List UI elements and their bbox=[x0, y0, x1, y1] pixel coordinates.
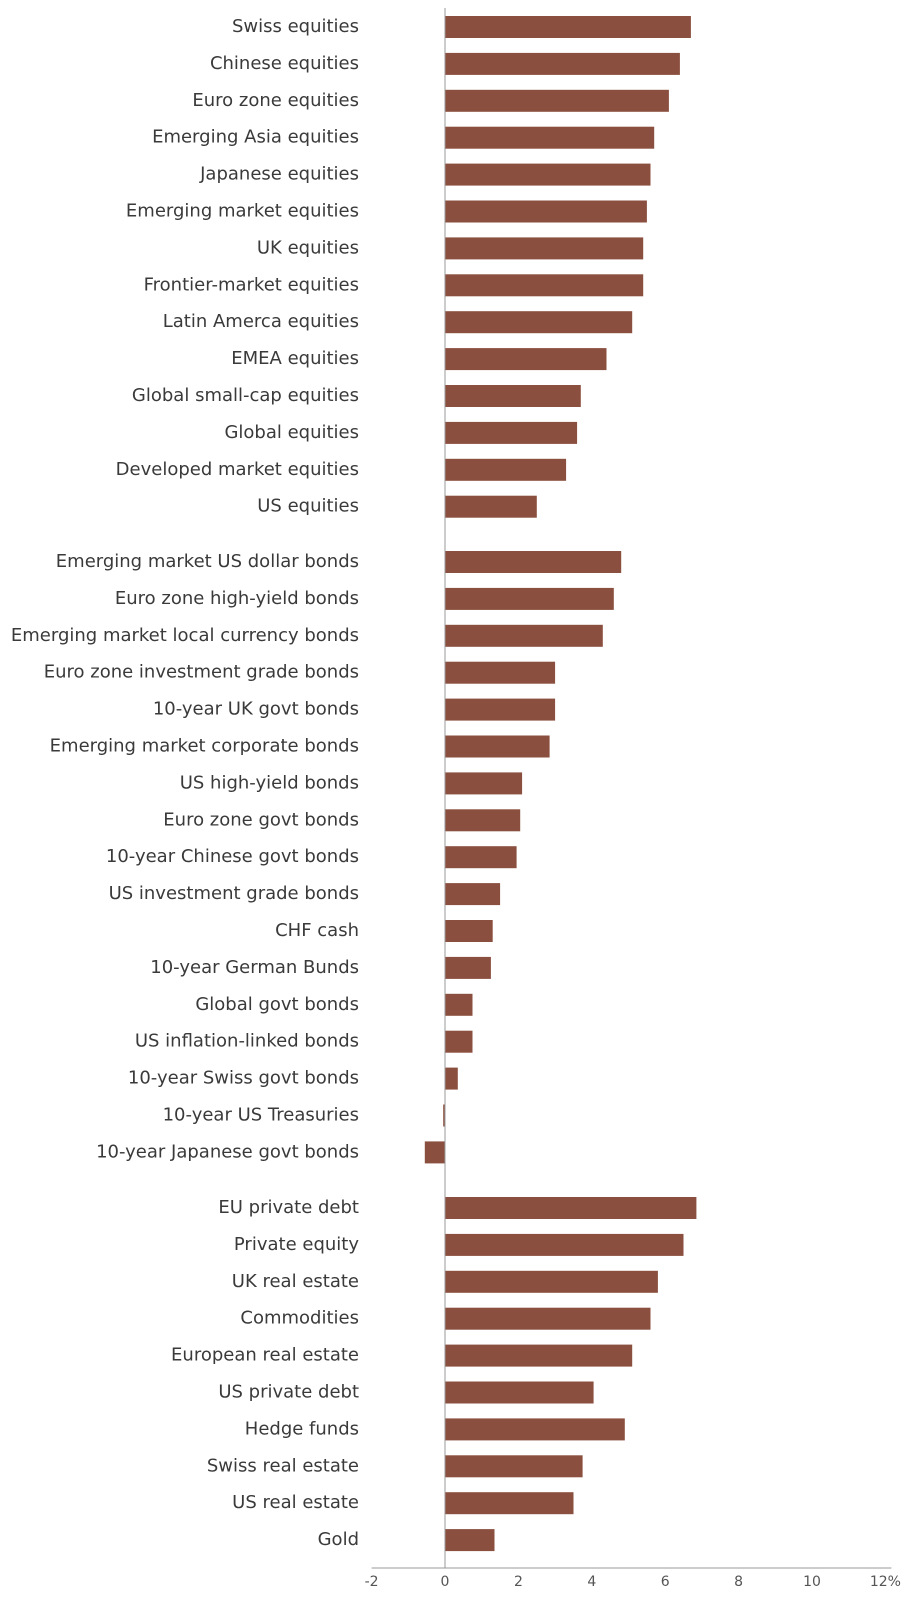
bar bbox=[445, 698, 556, 721]
bar bbox=[445, 1529, 495, 1552]
category-label: Swiss equities bbox=[232, 16, 359, 37]
category-label: Swiss real estate bbox=[207, 1455, 359, 1476]
category-label: US real estate bbox=[232, 1492, 359, 1513]
bar bbox=[445, 311, 633, 334]
bar bbox=[445, 274, 644, 297]
bar bbox=[445, 1030, 473, 1053]
category-label: 10-year US Treasuries bbox=[163, 1105, 359, 1126]
bar bbox=[445, 551, 622, 573]
x-tick-label: 4 bbox=[587, 1574, 596, 1590]
bar bbox=[445, 16, 691, 38]
category-label: CHF cash bbox=[275, 920, 359, 941]
category-label: Euro zone equities bbox=[192, 90, 359, 111]
category-label: US inflation-linked bonds bbox=[135, 1031, 359, 1052]
bar bbox=[445, 920, 493, 942]
category-label: UK equities bbox=[257, 237, 359, 258]
bar bbox=[445, 772, 523, 795]
bar bbox=[445, 624, 603, 647]
category-label: EU private debt bbox=[218, 1197, 359, 1218]
category-label: EMEA equities bbox=[231, 348, 359, 369]
bar bbox=[445, 1492, 574, 1515]
bar bbox=[445, 587, 614, 610]
category-label: Global small-cap equities bbox=[132, 385, 359, 406]
category-label: Developed market equities bbox=[116, 459, 359, 480]
bar bbox=[445, 661, 556, 684]
bar bbox=[445, 458, 567, 481]
category-label: 10-year Chinese govt bonds bbox=[106, 846, 359, 867]
bar bbox=[445, 1307, 651, 1330]
bar bbox=[445, 1344, 633, 1367]
category-label: US high-yield bonds bbox=[180, 772, 359, 793]
category-label: Japanese equities bbox=[199, 164, 359, 185]
category-label: Hedge funds bbox=[245, 1418, 359, 1439]
bar bbox=[445, 89, 669, 112]
category-label: Euro zone investment grade bonds bbox=[44, 662, 359, 683]
category-label: 10-year German Bunds bbox=[150, 957, 359, 978]
bar bbox=[445, 1270, 658, 1293]
category-label: Emerging market corporate bonds bbox=[50, 736, 359, 757]
category-label: Emerging Asia equities bbox=[152, 127, 359, 148]
category-label: Euro zone high-yield bonds bbox=[115, 588, 359, 609]
bar bbox=[445, 883, 501, 906]
category-label: European real estate bbox=[171, 1345, 359, 1366]
category-label: Euro zone govt bonds bbox=[163, 809, 359, 830]
x-tick-label: 8 bbox=[734, 1574, 743, 1590]
category-label: Frontier-market equities bbox=[144, 274, 359, 295]
bar bbox=[445, 1197, 697, 1219]
bar bbox=[445, 956, 491, 979]
bar bbox=[445, 348, 607, 371]
category-label: Commodities bbox=[240, 1308, 359, 1329]
bar bbox=[445, 1455, 583, 1478]
bar bbox=[445, 200, 647, 223]
category-label: Latin Amerca equities bbox=[163, 311, 359, 332]
bar bbox=[445, 809, 521, 832]
category-label: US private debt bbox=[218, 1382, 359, 1403]
category-label: US investment grade bonds bbox=[109, 883, 359, 904]
bar bbox=[443, 1104, 445, 1127]
category-label: Emerging market local currency bonds bbox=[11, 625, 359, 646]
bar bbox=[445, 735, 550, 758]
bar bbox=[445, 1233, 684, 1256]
bar bbox=[445, 1418, 625, 1441]
category-label: 10-year Japanese govt bonds bbox=[96, 1141, 359, 1162]
bar bbox=[445, 993, 473, 1016]
bar bbox=[445, 385, 581, 407]
x-tick-label: 10 bbox=[803, 1574, 821, 1590]
category-label: UK real estate bbox=[232, 1271, 359, 1292]
x-tick-label: 2 bbox=[514, 1574, 523, 1590]
bar bbox=[445, 421, 578, 444]
category-label: 10-year Swiss govt bonds bbox=[128, 1068, 359, 1089]
bar bbox=[445, 1067, 458, 1090]
category-label: US equities bbox=[257, 496, 359, 517]
x-tick-label: 0 bbox=[441, 1574, 450, 1590]
category-label: Emerging market US dollar bonds bbox=[56, 551, 359, 572]
category-label: Gold bbox=[318, 1529, 359, 1550]
category-label: Private equity bbox=[234, 1234, 359, 1255]
category-label: 10-year UK govt bonds bbox=[153, 699, 359, 720]
category-label: Global equities bbox=[224, 422, 359, 443]
x-tick-label: -2 bbox=[365, 1574, 379, 1590]
bar bbox=[445, 163, 651, 186]
category-label: Emerging market equities bbox=[126, 201, 359, 222]
x-tick-label: 6 bbox=[661, 1574, 670, 1590]
bar bbox=[445, 237, 644, 260]
category-label: Chinese equities bbox=[210, 53, 359, 74]
category-label: Global govt bonds bbox=[195, 994, 359, 1015]
bar bbox=[445, 52, 680, 75]
bar bbox=[424, 1141, 445, 1164]
bar bbox=[445, 1381, 594, 1404]
bar bbox=[445, 846, 517, 869]
bar bbox=[445, 495, 537, 518]
x-tick-label: 12% bbox=[870, 1574, 901, 1590]
bar bbox=[445, 126, 655, 149]
